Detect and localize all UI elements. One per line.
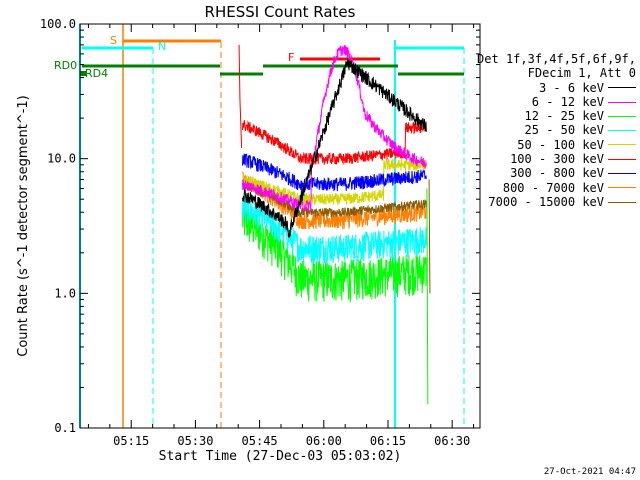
annotation-n: N [158, 40, 166, 53]
legend-item: 800 - 7000 keV [476, 181, 636, 195]
x-tick-label: 05:45 [242, 434, 278, 448]
legend-swatch [608, 115, 636, 117]
y-tick-label: 0.1 [54, 421, 76, 435]
x-tick-label: 05:15 [113, 434, 149, 448]
chart-title: RHESSI Count Rates [205, 3, 356, 21]
legend-swatch [608, 158, 636, 160]
legend-swatch [608, 144, 636, 146]
series-6-12kev [242, 44, 427, 212]
series-drop-green [426, 188, 429, 405]
y-tick-label: 1.0 [54, 286, 76, 300]
series-3-6kev [242, 58, 427, 238]
plot-frame [79, 23, 481, 429]
legend-label: 800 - 7000 keV [502, 180, 604, 195]
legend-swatch [608, 87, 636, 89]
x-tick-label: 06:30 [434, 434, 470, 448]
legend-swatch [608, 187, 636, 189]
series-drop-brown [428, 179, 431, 294]
legend-item: 300 - 800 keV [476, 166, 636, 180]
y-tick-label: 100.0 [40, 17, 76, 31]
series-300-800kev [242, 153, 427, 192]
x-axis-label: Start Time (27-Dec-03 05:03:02) [159, 449, 402, 464]
timestamp: 27-Oct-2021 04:47 [543, 467, 636, 477]
legend-label: 50 - 100 keV [517, 137, 604, 152]
legend-swatch [608, 173, 636, 175]
legend-item: 6 - 12 keV [476, 95, 636, 109]
legend-label: 100 - 300 keV [510, 152, 604, 167]
legend-swatch [608, 101, 636, 103]
series-25-50kev [242, 195, 427, 266]
legend-swatch [608, 130, 636, 132]
annotation-rd0: RD0 [54, 59, 77, 72]
annotation-rd4: RD4 [85, 67, 108, 80]
legend-item: 12 - 25 keV [476, 109, 636, 123]
legend-label: 7000 - 15000 keV [488, 194, 604, 209]
legend-header-2: FDecim 1, Att 0 [527, 66, 636, 81]
legend-header-1: Det 1f,3f,4f,5f,6f,9f, [477, 52, 636, 66]
legend-item: 25 - 50 keV [476, 123, 636, 137]
x-tick-label: 05:30 [177, 434, 213, 448]
legend-item: 3 - 6 keV [476, 81, 636, 95]
legend-label: 300 - 800 keV [510, 166, 604, 181]
legend-label: 6 - 12 keV [531, 94, 604, 109]
annotation-s: S [110, 34, 117, 47]
legend-item: 100 - 300 keV [476, 152, 636, 166]
rd4-marker [80, 71, 86, 76]
y-axis-label: Count Rate (s^-1 detector segment^-1) [16, 95, 31, 356]
series-100-300kev [242, 119, 427, 165]
legend-item: 50 - 100 keV [476, 138, 636, 152]
legend-item: 7000 - 15000 keV [476, 195, 636, 209]
series-12-25kev [242, 201, 427, 303]
y-tick-label: 10.0 [47, 152, 76, 166]
annotation-f: F [288, 51, 294, 64]
series-spike-red [238, 44, 243, 149]
x-tick-label: 06:15 [370, 434, 406, 448]
legend-label: 25 - 50 keV [524, 123, 604, 138]
legend-swatch [608, 201, 636, 203]
legend-label: 3 - 6 keV [538, 80, 604, 95]
legend: Det 1f,3f,4f,5f,6f,9f, FDecim 1, Att 0 3… [476, 52, 636, 209]
legend-label: 12 - 25 keV [524, 109, 604, 124]
x-tick-label: 06:00 [306, 434, 342, 448]
